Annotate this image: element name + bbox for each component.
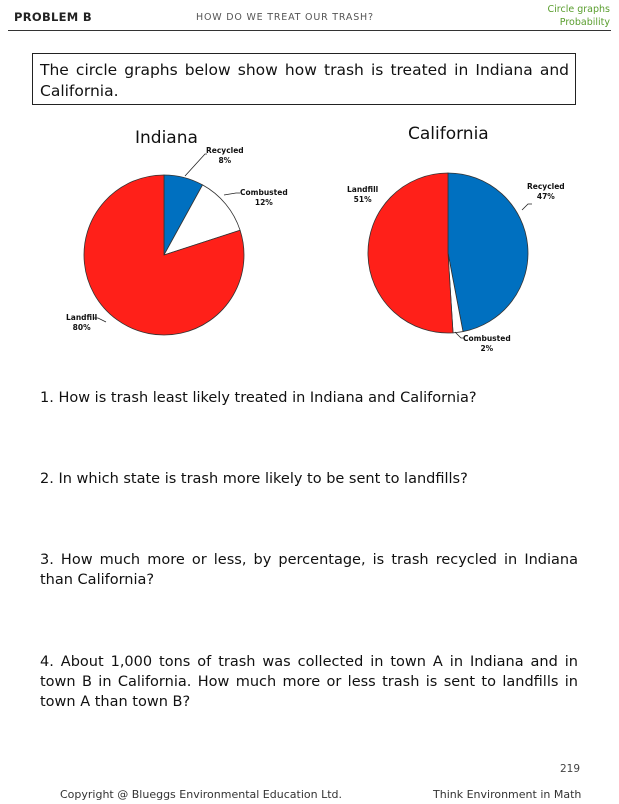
indiana-pie-chart	[83, 174, 245, 336]
topic-tag-probability: Probability	[559, 17, 610, 28]
california-pie-chart	[367, 172, 529, 334]
topic-tag-circle-graphs: Circle graphs	[547, 4, 610, 15]
california-combusted-name: Combusted	[463, 334, 511, 343]
indiana-landfill-label: Landfill 80%	[66, 313, 97, 333]
leader-line-california-combusted	[454, 331, 464, 339]
question-1: 1. How is trash least likely treated in …	[40, 390, 477, 406]
indiana-combusted-value: 12%	[254, 198, 273, 207]
california-landfill-label: Landfill 51%	[347, 185, 378, 205]
indiana-combusted-label: Combusted 12%	[240, 188, 288, 208]
question-3: 3. How much more or less, by percentage,…	[40, 552, 578, 588]
indiana-landfill-name: Landfill	[66, 313, 98, 322]
california-recycled-name: Recycled	[527, 182, 565, 191]
california-slice-recycled	[447, 172, 529, 333]
california-landfill-name: Landfill	[347, 185, 379, 194]
indiana-slice-landfill	[83, 174, 245, 336]
intro-text-box: The circle graphs below show how trash i…	[32, 53, 576, 105]
question-2: 2. In which state is trash more likely t…	[40, 471, 468, 487]
problem-label: PROBLEM B	[14, 10, 92, 24]
pie-charts	[83, 153, 532, 339]
california-combusted-label: Combusted 2%	[463, 334, 511, 354]
leader-line-indiana-combusted	[223, 192, 240, 196]
indiana-recycled-name: Recycled	[206, 146, 244, 155]
question-4: 4. About 1,000 tons of trash was collect…	[40, 654, 578, 710]
copyright-text: Copyright @ Bluеggs Environmental Educat…	[60, 788, 342, 801]
california-recycled-value: 47%	[536, 192, 555, 201]
california-landfill-value: 51%	[353, 195, 372, 204]
indiana-recycled-label: Recycled 8%	[206, 146, 244, 166]
california-combusted-value: 2%	[480, 344, 494, 353]
indiana-chart-title: Indiana	[135, 128, 198, 148]
california-slice-landfill	[367, 172, 454, 334]
indiana-slice-combusted	[163, 184, 241, 256]
indiana-landfill-value: 80%	[72, 323, 91, 332]
california-chart-title: California	[408, 124, 489, 144]
leader-line-indiana-recycled	[184, 153, 207, 177]
page-topic: HOW DO WE TREAT OUR TRASH?	[196, 12, 374, 23]
leader-line-indiana-landfill	[94, 317, 107, 323]
california-recycled-label: Recycled 47%	[527, 182, 565, 202]
header-divider	[8, 30, 611, 31]
indiana-combusted-name: Combusted	[240, 188, 288, 197]
indiana-recycled-value: 8%	[218, 156, 232, 165]
series-title: Think Environment in Math	[433, 788, 582, 801]
leader-lines	[94, 153, 532, 339]
leader-line-california-recycled	[521, 203, 532, 211]
page-number: 219	[560, 763, 581, 775]
